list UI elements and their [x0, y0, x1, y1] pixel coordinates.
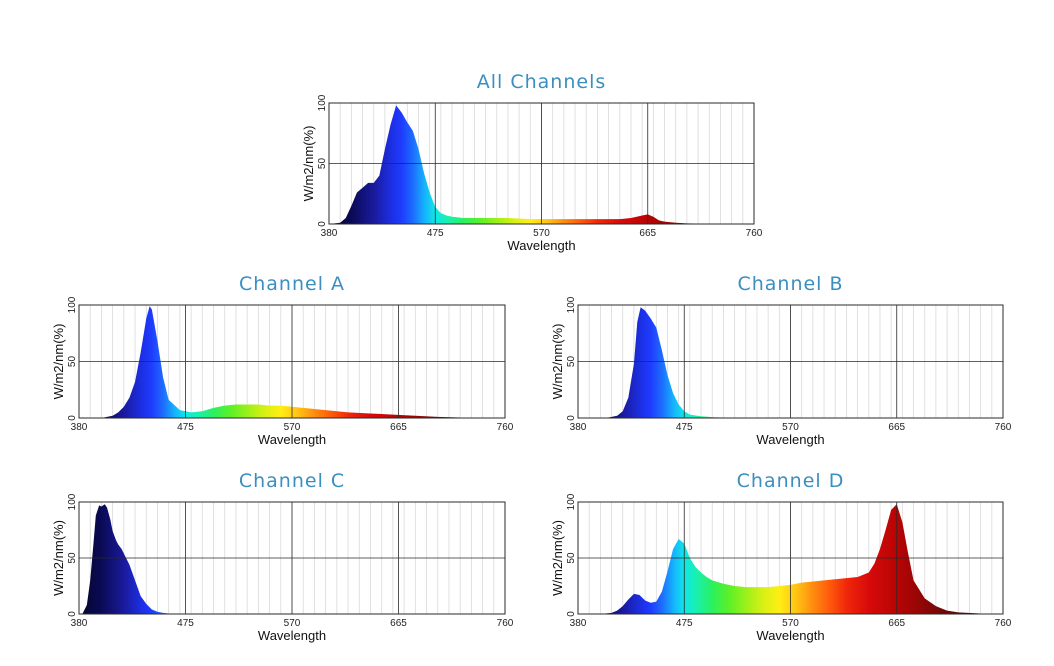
y-axis-label: W/m2/nm(%)	[550, 520, 565, 596]
channel-c-chart: Channel C 380 475 570 665 760 0 50 100 Wavelength…	[51, 470, 514, 643]
x-tick-label: 380	[321, 228, 338, 239]
x-tick-label: 665	[888, 618, 905, 629]
y-tick-label: 100	[566, 493, 577, 510]
x-tick-label: 760	[995, 422, 1012, 433]
y-tick-label: 50	[566, 356, 577, 368]
all-channels-title: All Channels	[477, 71, 607, 93]
plot-frame	[577, 501, 1004, 615]
x-tick-label: 760	[746, 228, 763, 239]
x-tick-label: 570	[782, 618, 799, 629]
channel-a-title: Channel A	[239, 273, 345, 295]
x-tick-label: 475	[676, 422, 693, 433]
channel-a-chart: Channel A 380 475 570 665 760 0 50 100 Wavelength…	[51, 273, 514, 447]
major-gridlines	[79, 305, 505, 418]
y-tick-label: 50	[67, 552, 78, 564]
plot-frame	[577, 304, 1004, 419]
x-tick-label: 380	[570, 618, 587, 629]
y-tick-label: 0	[317, 221, 328, 227]
y-tick-label: 50	[566, 552, 577, 564]
x-tick-label: 760	[497, 618, 514, 629]
x-tick-label: 475	[676, 618, 693, 629]
y-tick-label: 0	[67, 611, 78, 617]
all-channels-chart: All Channels 380 475 570 665 760 0 50 100 Wavelen…	[301, 71, 763, 253]
x-tick-label: 760	[995, 618, 1012, 629]
x-axis-label: Wavelength	[507, 238, 575, 253]
x-axis-label: Wavelength	[756, 628, 824, 643]
y-tick-label: 0	[67, 415, 78, 421]
y-tick-label: 100	[67, 493, 78, 510]
y-tick-label: 0	[566, 415, 577, 421]
x-tick-label: 665	[390, 422, 407, 433]
y-tick-label: 100	[317, 94, 328, 111]
y-tick-label: 50	[317, 158, 328, 170]
x-tick-label: 570	[782, 422, 799, 433]
channel-d-chart: Channel D 380 475 570 665 760 0 50 100 Wavelength…	[550, 470, 1012, 643]
x-tick-label: 665	[888, 422, 905, 433]
x-tick-label: 665	[639, 228, 656, 239]
channel-b-title: Channel B	[737, 273, 843, 295]
plot-frame	[78, 501, 506, 615]
y-axis-label: W/m2/nm(%)	[301, 126, 316, 202]
x-tick-label: 380	[71, 618, 88, 629]
plot-frame	[328, 102, 755, 225]
x-tick-label: 475	[177, 618, 194, 629]
all-channels-spectrum-area	[329, 105, 754, 224]
major-gridlines	[79, 502, 505, 614]
x-tick-label: 760	[497, 422, 514, 433]
y-axis-label: W/m2/nm(%)	[51, 520, 66, 596]
x-tick-label: 570	[284, 422, 301, 433]
y-axis-label: W/m2/nm(%)	[550, 324, 565, 400]
y-tick-label: 100	[566, 296, 577, 313]
x-tick-label: 380	[570, 422, 587, 433]
x-tick-label: 665	[390, 618, 407, 629]
plot-frame	[78, 304, 506, 419]
channel-b-chart: Channel B 380 475 570 665 760 0 50 100 Wavelength…	[550, 273, 1012, 447]
x-tick-label: 570	[284, 618, 301, 629]
y-tick-label: 0	[566, 611, 577, 617]
channel-d-title: Channel D	[737, 470, 845, 492]
x-tick-label: 475	[427, 228, 444, 239]
channel-c-title: Channel C	[239, 470, 345, 492]
x-axis-label: Wavelength	[756, 432, 824, 447]
x-tick-label: 380	[71, 422, 88, 433]
channel-b-spectrum-area	[578, 307, 1003, 418]
major-gridlines	[578, 502, 1003, 614]
x-axis-label: Wavelength	[258, 432, 326, 447]
major-gridlines	[329, 103, 754, 224]
x-tick-label: 570	[533, 228, 550, 239]
x-axis-label: Wavelength	[258, 628, 326, 643]
major-gridlines	[578, 305, 1003, 418]
y-tick-label: 100	[67, 296, 78, 313]
y-axis-label: W/m2/nm(%)	[51, 324, 66, 400]
y-tick-label: 50	[67, 356, 78, 368]
x-tick-label: 475	[177, 422, 194, 433]
channel-c-spectrum-area	[79, 504, 505, 614]
